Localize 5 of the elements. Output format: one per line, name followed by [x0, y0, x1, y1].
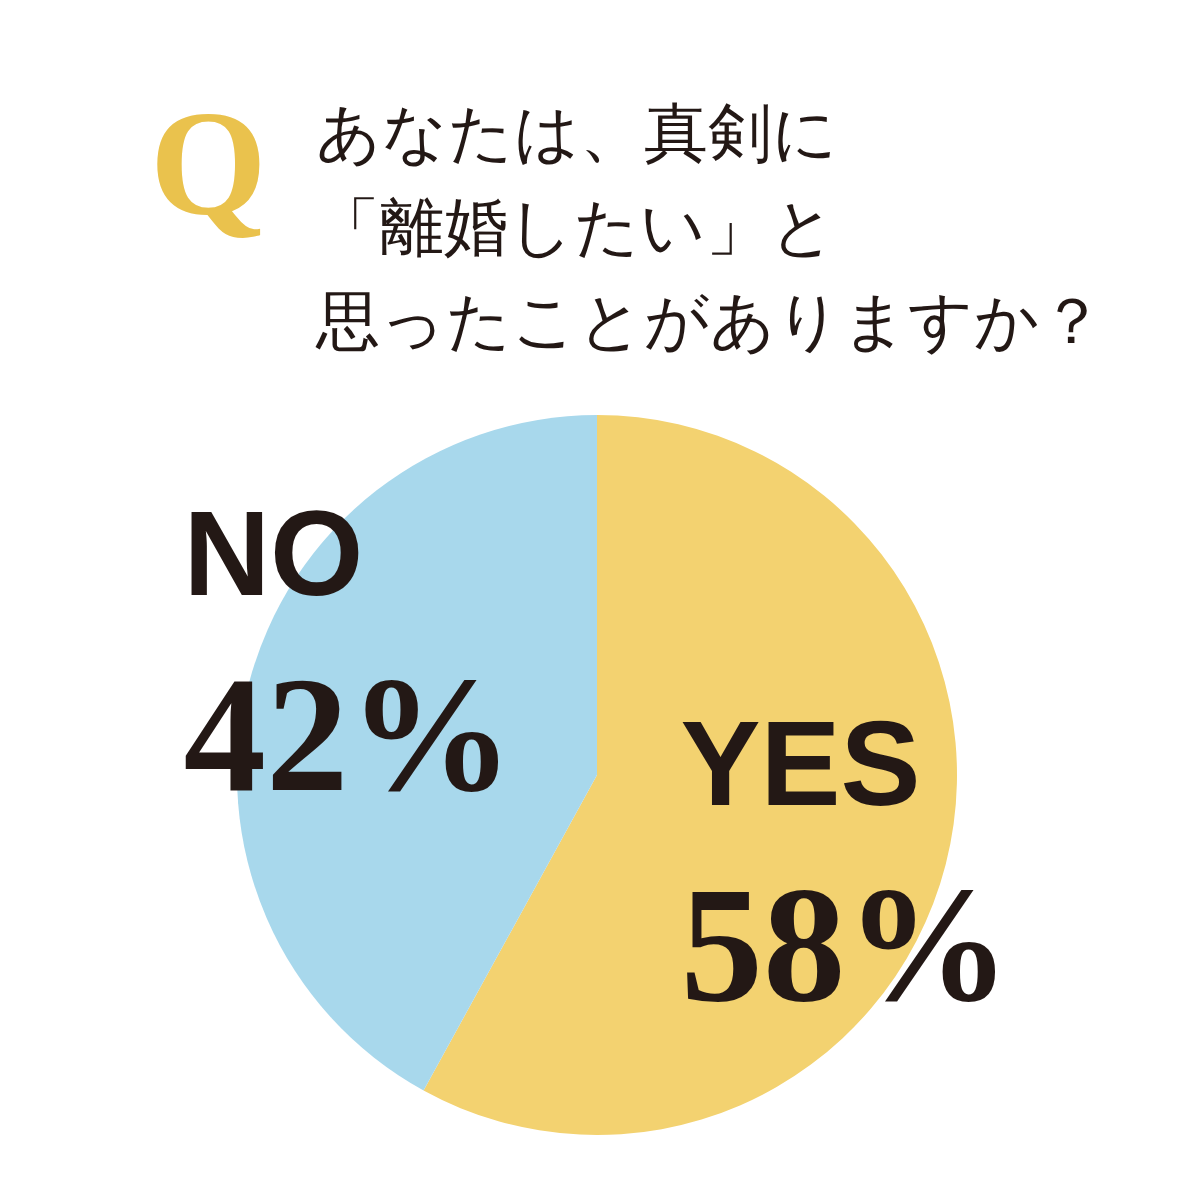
slice-label: YES — [680, 696, 921, 831]
text: Q — [150, 80, 267, 246]
slice-label: NO — [183, 485, 364, 620]
data-label: 42% — [183, 642, 514, 826]
chart-title: あなたは、真剣に「離婚したい」と思ったことがありますか？ — [316, 95, 1105, 360]
